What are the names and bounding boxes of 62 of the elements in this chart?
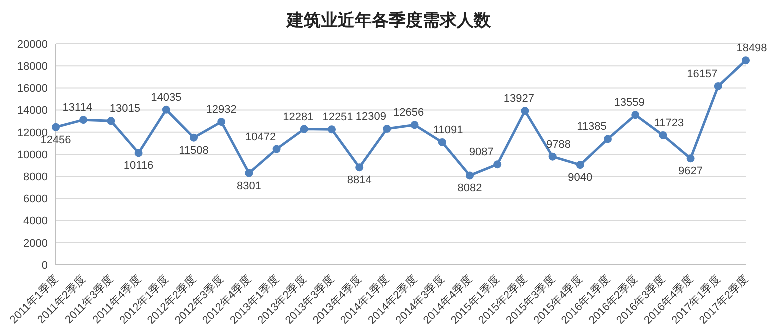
point — [134, 149, 143, 158]
y-tick-label: 20000 — [17, 38, 48, 51]
point — [659, 131, 668, 140]
point — [438, 138, 446, 146]
point — [714, 82, 722, 90]
y-tick-label: 16000 — [17, 83, 48, 96]
y-tick-label: 4000 — [24, 216, 48, 228]
point — [300, 125, 308, 134]
y-tick-label: 0 — [42, 260, 48, 272]
point — [604, 135, 612, 144]
point — [80, 116, 88, 124]
point — [521, 107, 530, 116]
point — [272, 145, 281, 154]
data-label: 16157 — [687, 68, 718, 80]
data-label: 12932 — [206, 104, 237, 116]
data-label: 18498 — [736, 42, 768, 55]
data-label: 14035 — [151, 92, 182, 104]
data-label: 12656 — [394, 107, 424, 120]
point — [328, 126, 336, 134]
y-tick-label: 10000 — [17, 149, 48, 162]
y-tick-label: 6000 — [24, 194, 48, 206]
point — [383, 124, 392, 133]
data-label: 13927 — [504, 93, 534, 106]
data-label: 9040 — [568, 172, 593, 184]
data-label: 8814 — [347, 174, 372, 187]
chart-title: 建筑业近年各季度需求人数 — [285, 10, 492, 33]
point — [742, 56, 750, 65]
data-label: 12309 — [356, 110, 386, 123]
y-tick-label: 8000 — [24, 172, 48, 184]
data-label: 12251 — [322, 112, 354, 124]
point — [107, 117, 116, 126]
data-label: 12281 — [283, 111, 314, 124]
data-label: 13559 — [614, 97, 645, 110]
point — [410, 121, 419, 130]
data-label: 10116 — [124, 160, 154, 172]
point — [218, 118, 226, 126]
data-label: 11091 — [434, 124, 464, 136]
point — [494, 160, 502, 169]
data-label: 8082 — [458, 182, 482, 195]
point — [52, 123, 60, 132]
y-tick-label: 18000 — [17, 61, 48, 74]
point — [466, 172, 474, 180]
data-label: 11385 — [577, 121, 607, 134]
point — [576, 161, 584, 170]
data-label: 9087 — [469, 146, 494, 159]
point — [548, 152, 557, 161]
point — [686, 154, 695, 163]
point — [162, 106, 170, 114]
data-label: 9788 — [546, 138, 572, 151]
data-label: 13015 — [110, 103, 140, 116]
data-label: 13114 — [62, 102, 92, 114]
point — [356, 164, 364, 172]
data-label: 11723 — [654, 117, 684, 130]
data-label: 8301 — [236, 180, 262, 192]
data-label: 10472 — [246, 131, 276, 144]
point — [245, 169, 254, 178]
point — [190, 134, 198, 142]
point — [632, 111, 640, 120]
data-label: 9627 — [678, 166, 704, 178]
data-label: 11508 — [179, 144, 209, 157]
y-tick-label: 14000 — [17, 105, 48, 118]
y-tick-label: 2000 — [24, 238, 48, 250]
